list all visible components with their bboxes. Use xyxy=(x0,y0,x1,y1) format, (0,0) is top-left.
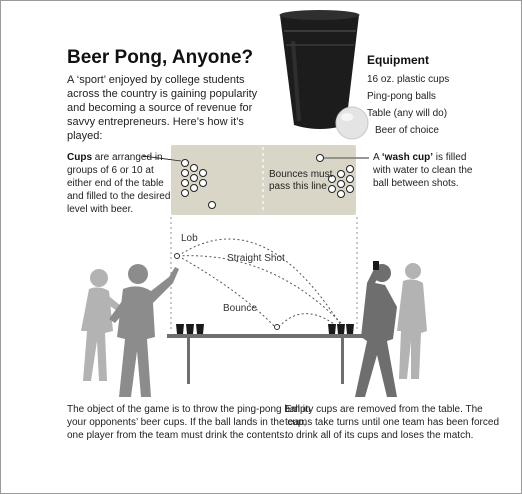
cups-note-text: are arranged in groups of 6 or 10 at eit… xyxy=(67,152,171,215)
straight-shot-label: Straight Shot xyxy=(227,253,285,264)
lob-trajectory xyxy=(177,238,341,325)
equipment-list: 16 oz. plastic cups Ping-pong balls Tabl… xyxy=(367,71,517,139)
equipment-item: Beer of choice xyxy=(375,125,439,136)
equipment-item: Table (any will do) xyxy=(367,108,448,119)
bounce-line-note: Bounces must pass this line xyxy=(269,169,333,192)
wash-cup-note-bold: ‘wash cup’ xyxy=(381,152,434,163)
wash-cup-note-prefix: A xyxy=(373,152,382,163)
spectator-right-figure xyxy=(397,263,427,379)
wash-cup-note: A ‘wash cup’ is filled with water to cle… xyxy=(373,151,483,190)
bounce-point-ball-icon xyxy=(274,324,280,330)
side-cups-right xyxy=(328,324,354,334)
spectator-left-figure xyxy=(81,269,121,381)
equipment-item: Ping-pong balls xyxy=(367,91,436,102)
cups-note-bold: Cups xyxy=(67,152,92,163)
drinker-figure xyxy=(355,261,397,397)
intro-text: A ‘sport’ enjoyed by college students ac… xyxy=(67,74,258,142)
thrown-ball-icon xyxy=(174,253,180,259)
shot-trajectories xyxy=(177,238,343,330)
bounce-label: Bounce xyxy=(223,303,257,314)
headline: Beer Pong, Anyone? xyxy=(67,47,254,68)
big-cup-icon xyxy=(279,10,360,129)
rules-text: Empty cups are removed from the table. T… xyxy=(285,404,500,441)
equipment-heading: Equipment xyxy=(367,53,429,67)
side-table xyxy=(167,334,363,384)
side-cups-left xyxy=(176,324,204,334)
objective-text: The object of the game is to throw the p… xyxy=(67,404,311,441)
cups-note: Cups are arranged in groups of 6 or 10 a… xyxy=(67,151,177,216)
wash-cup-note-text: is filled with water to clean the ball b… xyxy=(373,152,473,189)
thrower-figure xyxy=(109,264,179,397)
equipment-item: 16 oz. plastic cups xyxy=(367,74,450,85)
bounce-trajectory xyxy=(177,255,335,330)
lob-label: Lob xyxy=(181,233,198,244)
